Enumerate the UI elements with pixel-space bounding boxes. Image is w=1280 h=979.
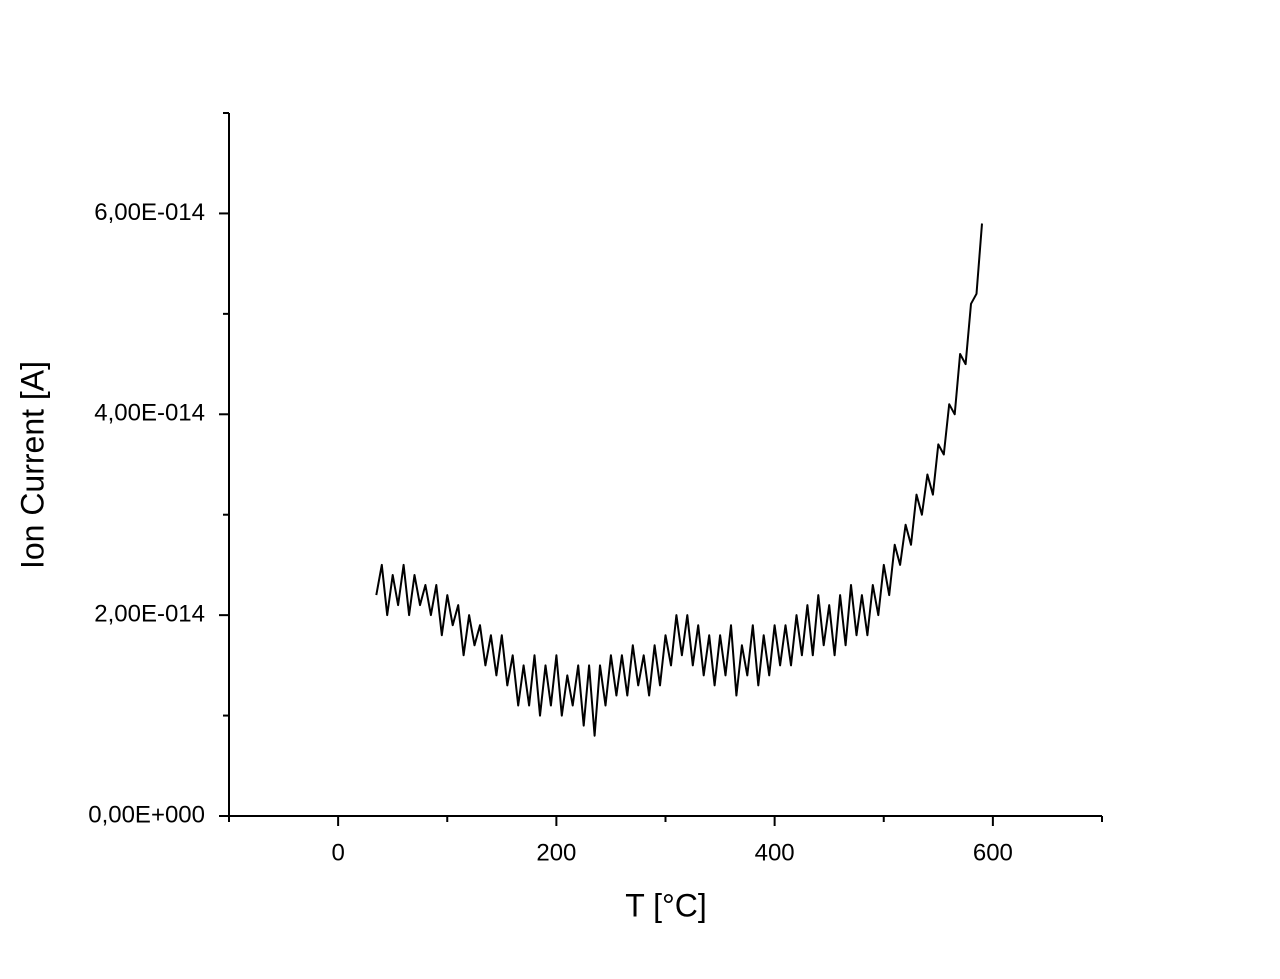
x-axis-title: T [°C] [625, 887, 707, 923]
y-tick-label: 6,00E-014 [94, 199, 205, 226]
x-tick-label: 400 [755, 839, 795, 866]
x-tick-label: 0 [331, 839, 344, 866]
data-line [375, 223, 983, 737]
x-tick-label: 600 [973, 839, 1013, 866]
x-tick-label: 200 [536, 839, 576, 866]
y-axis-title: Ion Current [A] [14, 361, 50, 569]
y-tick-label: 4,00E-014 [94, 400, 205, 427]
y-tick-label: 2,00E-014 [94, 600, 205, 627]
y-tick-label: 0,00E+000 [88, 801, 205, 828]
